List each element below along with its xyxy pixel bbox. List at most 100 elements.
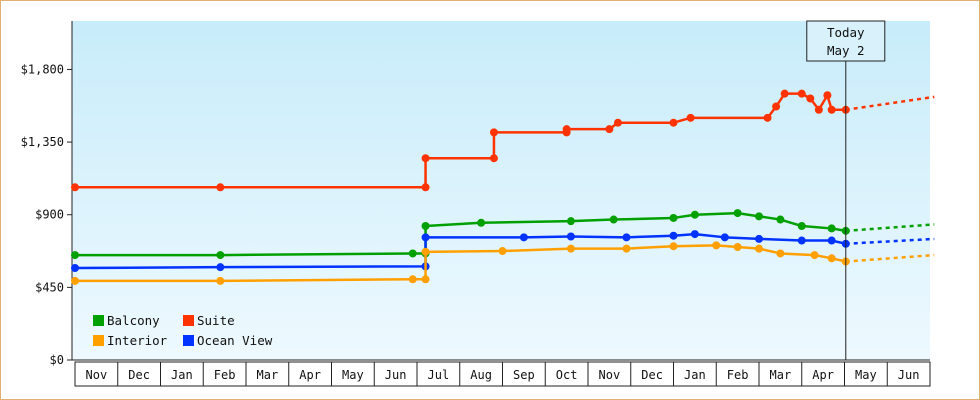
x-tick-label: Mar (770, 368, 792, 382)
legend-swatch (93, 335, 104, 346)
series-projection (845, 253, 935, 263)
legend-item-balcony: Balcony (93, 313, 160, 328)
data-point (605, 125, 614, 134)
legend-label: Balcony (107, 313, 160, 328)
data-point (421, 154, 430, 163)
data-point (498, 247, 507, 256)
data-point (669, 213, 678, 222)
data-point (780, 89, 789, 98)
legend-item-suite: Suite (183, 313, 235, 328)
x-tick-label: Jun (898, 368, 920, 382)
data-point (806, 94, 815, 103)
data-point (827, 236, 836, 245)
x-tick-label: Jan (171, 368, 193, 382)
series-line (75, 211, 846, 257)
data-point (477, 218, 486, 227)
data-point (827, 224, 836, 233)
legend-swatch (93, 315, 104, 326)
data-point (622, 233, 631, 242)
data-point (720, 233, 729, 242)
data-point (566, 217, 575, 226)
x-tick-label: Dec (641, 368, 663, 382)
data-point (566, 244, 575, 253)
data-point (686, 113, 695, 122)
x-tick-label: Nov (86, 368, 108, 382)
x-tick-label: Oct (556, 368, 578, 382)
data-point (489, 154, 498, 163)
data-point (669, 242, 678, 251)
legend: Balcony Suite Interior Ocean View (93, 313, 273, 348)
x-tick-label: Jan (684, 368, 706, 382)
data-point (519, 233, 528, 242)
data-point (421, 233, 430, 242)
series-projection (845, 223, 935, 233)
data-point (562, 125, 571, 134)
data-point (797, 236, 806, 245)
data-point (823, 91, 832, 100)
data-point (408, 249, 417, 258)
data-point (755, 212, 763, 221)
series-interior (71, 241, 935, 285)
legend-swatch (183, 315, 194, 326)
x-tick-label: Mar (257, 368, 279, 382)
x-tick-label: Feb (214, 368, 236, 382)
x-tick-label: Apr (299, 368, 321, 382)
y-tick-label: $0 (50, 353, 64, 367)
data-point (71, 183, 79, 192)
y-tick-label: $1,800 (21, 62, 64, 76)
data-point (669, 231, 678, 240)
today-marker: Today May 2 (806, 20, 886, 360)
today-label: Today (827, 25, 865, 40)
legend-label: Interior (107, 333, 168, 348)
data-point (669, 118, 678, 127)
data-point (609, 215, 618, 224)
x-tick-label: Dec (128, 368, 150, 382)
x-tick-label: Apr (812, 368, 834, 382)
data-point (421, 247, 430, 256)
data-point (216, 251, 225, 260)
data-point (613, 118, 622, 127)
data-point (733, 209, 742, 218)
series-layer (71, 89, 935, 285)
data-point (814, 105, 823, 114)
data-point (216, 183, 225, 192)
legend-item-interior: Interior (93, 333, 168, 348)
series-balcony (71, 209, 935, 260)
data-point (71, 251, 79, 260)
data-point (489, 128, 498, 137)
x-tick-label: Jul (428, 368, 450, 382)
data-point (810, 251, 819, 260)
data-point (566, 232, 575, 241)
legend-label: Ocean View (197, 333, 273, 348)
data-point (772, 102, 781, 111)
data-point (755, 244, 763, 253)
series-projection (845, 237, 935, 246)
data-point (763, 113, 772, 122)
data-point (733, 243, 742, 251)
data-point (776, 249, 785, 258)
plot-area (72, 21, 930, 360)
x-tick-label: May (855, 368, 877, 382)
data-point (827, 254, 836, 263)
data-point (216, 263, 225, 272)
series-line (75, 244, 847, 283)
data-point (797, 222, 806, 231)
y-tick-label: $1,350 (21, 135, 64, 149)
today-box (806, 20, 886, 62)
data-point (827, 105, 836, 114)
data-point (408, 275, 417, 284)
x-tick-label: Aug (470, 368, 492, 382)
x-tick-label: May (342, 368, 364, 382)
today-date: May 2 (827, 43, 865, 58)
data-point (216, 276, 225, 285)
x-tick-label: Jun (385, 368, 407, 382)
legend-label: Suite (197, 313, 235, 328)
y-axis: $0 $450 $900 $1,350 $1,800 (21, 21, 930, 367)
data-point (712, 241, 721, 250)
series-suite (71, 89, 935, 192)
data-point (421, 222, 430, 231)
data-point (690, 210, 699, 219)
data-point (690, 230, 699, 239)
